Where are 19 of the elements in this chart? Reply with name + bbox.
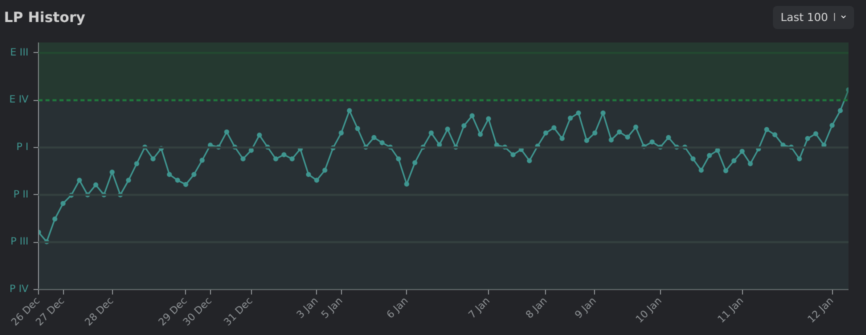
ref-line-label: P IV xyxy=(10,284,29,295)
x-tick-label: 3 Jan xyxy=(295,296,321,322)
x-tick-label: 12 Jan xyxy=(806,296,836,326)
x-tick-label: 28 Dec xyxy=(83,296,116,328)
ref-line-label: P III xyxy=(10,236,29,248)
ref-line-label: E III xyxy=(10,47,29,58)
x-tick-label: 7 Jan xyxy=(466,296,492,322)
x-tick-label: 11 Jan xyxy=(716,296,746,326)
x-tick-label: 31 Dec xyxy=(222,296,256,328)
ref-line-label: E IV xyxy=(9,94,29,106)
ref-line-label: P I xyxy=(16,142,29,154)
x-tick-label: 9 Jan xyxy=(573,296,599,322)
x-tick-label: 6 Jan xyxy=(385,296,411,322)
x-tick-label: 5 Jan xyxy=(320,296,346,322)
text: Last 100 xyxy=(780,10,828,26)
x-tick-label: 8 Jan xyxy=(524,296,550,322)
ref-line-label: P II xyxy=(13,189,28,200)
chart-title: LP History xyxy=(3,8,86,28)
x-tick-label: 10 Jan xyxy=(634,296,664,326)
